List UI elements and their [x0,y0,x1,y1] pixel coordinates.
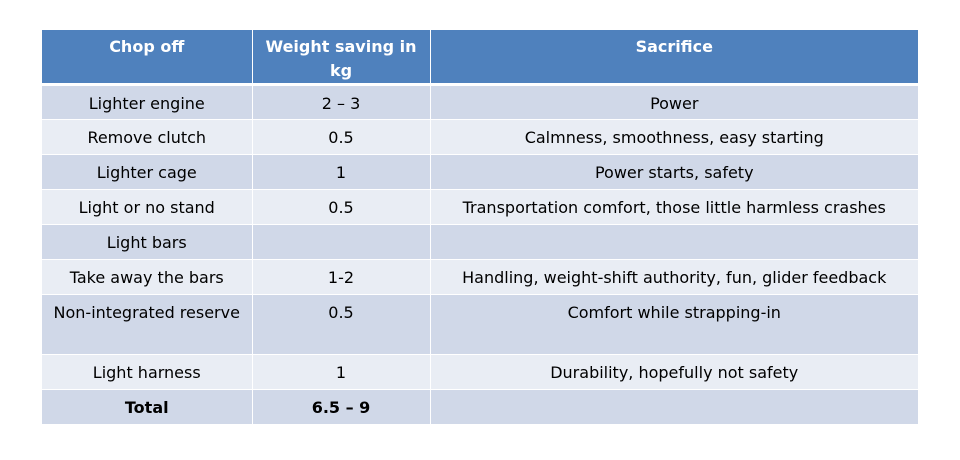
cell-weight-saving: 1 [252,354,431,390]
cell-sacrifice: Durability, hopefully not safety [430,354,918,390]
cell-sacrifice: Calmness, smoothness, easy starting [430,119,918,155]
cell-weight-saving: 2 – 3 [252,84,431,120]
cell-sacrifice: Power [430,84,918,120]
table-row: Take away the bars 1-2 Handling, weight-… [42,259,918,295]
cell-chop-off: Light harness [42,354,253,390]
total-weight-saving: 6.5 – 9 [252,389,431,425]
table-row: Light or no stand 0.5 Transportation com… [42,189,918,225]
header-weight-saving: Weight saving in kg [252,30,431,86]
total-label: Total [42,389,253,425]
cell-weight-saving: 1 [252,154,431,190]
cell-sacrifice: Power starts, safety [430,154,918,190]
table-row: Lighter cage 1 Power starts, safety [42,154,918,190]
cell-weight-saving: 0.5 [252,119,431,155]
cell-chop-off: Take away the bars [42,259,253,295]
header-sacrifice: Sacrifice [430,30,918,86]
cell-chop-off: Non-integrated reserve [42,294,253,355]
cell-sacrifice: Transportation comfort, those little har… [430,189,918,225]
header-row: Chop off Weight saving in kg Sacrifice [42,30,918,86]
cell-chop-off: Light bars [42,224,253,260]
table-row: Remove clutch 0.5 Calmness, smoothness, … [42,119,918,155]
cell-sacrifice: Handling, weight-shift authority, fun, g… [430,259,918,295]
table-row: Light harness 1 Durability, hopefully no… [42,354,918,390]
cell-sacrifice [430,224,918,260]
cell-chop-off: Light or no stand [42,189,253,225]
cell-chop-off: Remove clutch [42,119,253,155]
cell-weight-saving: 1-2 [252,259,431,295]
weight-saving-table: Chop off Weight saving in kg Sacrifice L… [42,30,918,425]
total-row: Total 6.5 – 9 [42,389,918,425]
cell-chop-off: Lighter engine [42,84,253,120]
cell-chop-off: Lighter cage [42,154,253,190]
cell-sacrifice: Comfort while strapping-in [430,294,918,355]
table-row: Lighter engine 2 – 3 Power [42,84,918,120]
cell-weight-saving: 0.5 [252,189,431,225]
header-chop-off: Chop off [42,30,253,86]
cell-weight-saving: 0.5 [252,294,431,355]
total-sacrifice [430,389,918,425]
table-row: Non-integrated reserve 0.5 Comfort while… [42,294,918,355]
table-row: Light bars [42,224,918,260]
cell-weight-saving [252,224,431,260]
